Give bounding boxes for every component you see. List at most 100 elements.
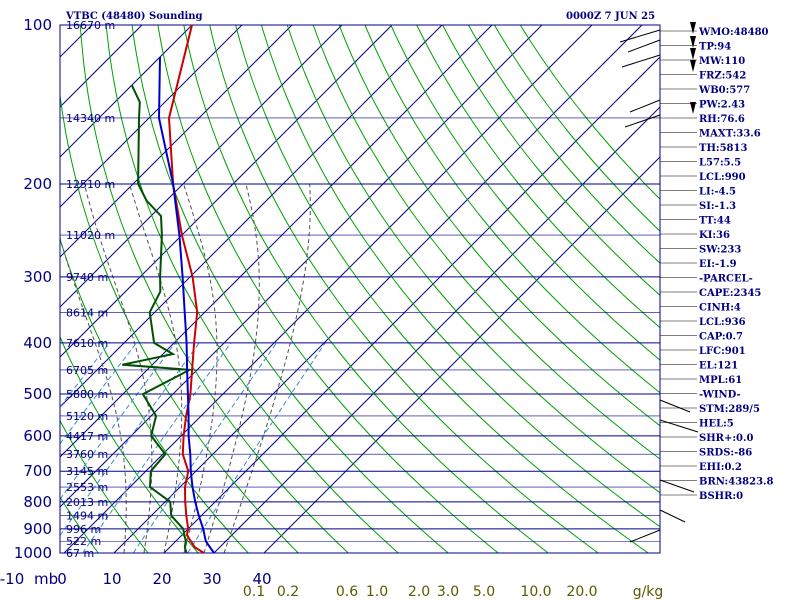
isotherm-line <box>63 24 593 554</box>
index-value: LCL:936 <box>699 317 746 328</box>
dry-adiabat-line <box>105 24 399 554</box>
index-value: SRDS:-86 <box>699 448 752 459</box>
isotherm-line <box>263 156 661 554</box>
wind-barbs <box>619 22 699 543</box>
dry-adiabat-line <box>59 497 99 554</box>
mixing-ratio-label: 0.1 <box>243 584 265 600</box>
height-label: 9740 m <box>66 271 108 284</box>
index-value: BSHR:0 <box>699 491 743 502</box>
mixing-ratio-label: 10.0 <box>520 584 551 600</box>
wind-pennant <box>690 48 696 60</box>
wind-pennant <box>690 36 696 48</box>
mixing-ratio-label: 5.0 <box>473 584 495 600</box>
index-value: STM:289/5 <box>699 404 760 415</box>
pressure-tick-label: 400 <box>23 334 52 352</box>
wind-barb <box>659 509 686 523</box>
wind-barb <box>627 39 661 53</box>
pressure-tick-label: 300 <box>23 268 52 286</box>
index-value: -PARCEL- <box>699 274 753 285</box>
moist-adiabat-line <box>129 183 183 554</box>
wind-barb <box>659 399 691 413</box>
index-value: TH:5813 <box>699 143 747 154</box>
temperature-tick-label: -10 <box>0 570 24 588</box>
mixing-ratio-label: 0.2 <box>277 584 299 600</box>
temperature-tick-label: 40 <box>252 570 271 588</box>
index-value: CINH:4 <box>699 303 741 314</box>
height-label: 6705 m <box>66 364 108 377</box>
height-label: 12510 m <box>66 178 115 191</box>
height-label: 11020 m <box>66 229 115 242</box>
index-value: SW:233 <box>699 245 741 256</box>
isotherm-line <box>59 24 293 258</box>
mixing-ratio-line <box>59 342 137 444</box>
chart-title: VTBC (48480) Sounding <box>65 11 203 22</box>
pressure-tick-label: 800 <box>23 493 52 511</box>
dry-adiabat-line <box>364 24 661 394</box>
index-value: EL:121 <box>699 361 738 372</box>
mixing-ratio-label: g/kg <box>633 584 664 600</box>
dry-adiabat-line <box>209 24 599 554</box>
height-label: 5120 m <box>66 410 108 423</box>
index-value: LI:-4.5 <box>699 187 736 198</box>
height-label: 7610 m <box>66 337 108 350</box>
index-value: EHI:0.2 <box>699 462 742 473</box>
pressure-tick-label: 200 <box>23 175 52 193</box>
pressure-tick-label: 600 <box>23 427 52 445</box>
dry-adiabat-lines <box>59 24 661 554</box>
moist-adiabat-line <box>223 183 311 554</box>
dry-adiabat-line <box>59 336 199 554</box>
temperature-tick-label: 10 <box>102 570 121 588</box>
dry-adiabat-line <box>286 24 661 494</box>
height-label: 4417 m <box>66 430 108 443</box>
index-value: RH:76.6 <box>699 114 745 125</box>
dry-adiabat-line <box>59 420 149 554</box>
height-label: 14340 m <box>66 112 115 125</box>
height-labels: 16670 m 14340 m 12510 m 11020 m 9740 m 8614 m… <box>66 19 115 560</box>
isobar-lines <box>60 24 660 554</box>
wind-barb <box>621 54 661 68</box>
index-value: SHR+:0.0 <box>699 433 753 444</box>
dry-adiabat-line <box>261 24 661 528</box>
isotherm-line <box>59 24 493 458</box>
dry-adiabat-line <box>416 24 661 328</box>
dry-adiabat-line <box>338 24 661 427</box>
pressure-tick-label: 1000 <box>14 544 52 562</box>
plot-frame <box>59 24 661 554</box>
isotherm-line <box>59 24 393 358</box>
wind-pennant <box>690 102 696 114</box>
index-value: EI:-1.9 <box>699 259 737 270</box>
index-value: MPL:61 <box>699 375 742 386</box>
index-value: KI:36 <box>699 230 730 241</box>
isotherm-line <box>59 24 343 308</box>
dry-adiabat-line <box>183 24 549 554</box>
index-value: LCL:990 <box>699 172 746 183</box>
pressure-tick-label: 700 <box>23 462 52 480</box>
index-value: WB0:577 <box>698 85 750 96</box>
mixing-ratio-label: 3.0 <box>437 584 459 600</box>
plot-border <box>59 24 661 554</box>
index-value: MW:110 <box>699 56 745 67</box>
index-panel: WMO:48480 TP:94 MW:110 FRZ:542 WB0:577 PW:2.4… <box>660 27 774 502</box>
temperature-tick-label: 0 <box>57 570 67 588</box>
height-label: 996 m <box>66 523 101 536</box>
dry-adiabat-line <box>131 24 449 554</box>
wind-pennant <box>690 22 696 34</box>
isotherm-line <box>213 106 661 554</box>
parcel-line <box>157 56 215 554</box>
mixing-ratio-label: 0.6 <box>336 584 358 600</box>
index-value: MAXT:33.6 <box>699 129 761 140</box>
wind-barb <box>629 99 661 113</box>
height-label: 8614 m <box>66 306 108 319</box>
mixing-ratio-label: 1.0 <box>366 584 388 600</box>
index-value: PW:2.43 <box>699 100 745 111</box>
wind-barb <box>659 479 695 493</box>
pressure-tick-labels: 100 200 300 400 500 600 700 800 900 1000 <box>14 16 52 562</box>
isotherm-line <box>59 24 243 208</box>
height-label: 3760 m <box>66 448 108 461</box>
isotherm-line <box>163 56 661 554</box>
index-value: -WIND- <box>699 390 741 401</box>
height-label: 3145 m <box>66 465 108 478</box>
pressure-tick-label: 500 <box>23 385 52 403</box>
